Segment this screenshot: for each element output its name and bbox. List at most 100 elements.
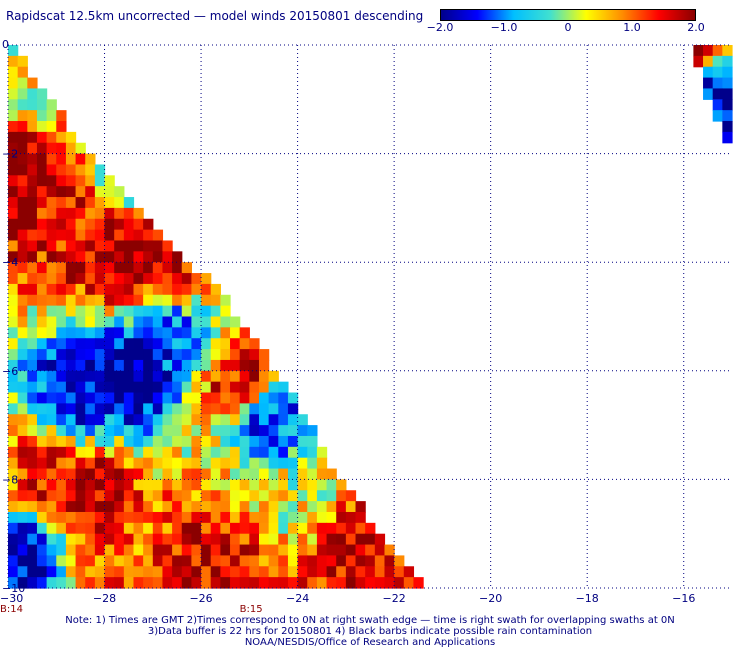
heatmap-cell [56, 381, 67, 394]
heatmap-cell [239, 468, 250, 480]
heatmap-cell [181, 414, 193, 426]
heatmap-cell [46, 566, 57, 578]
heatmap-cell [56, 186, 67, 198]
heatmap-cell [162, 327, 173, 339]
heatmap-cell [36, 153, 48, 166]
heatmap-cell [65, 414, 77, 426]
colorbar-tick: −1.0 [490, 21, 518, 34]
heatmap-cell [162, 283, 173, 296]
heatmap-cell [85, 359, 96, 372]
heatmap-cell [336, 501, 347, 513]
heatmap-cell [36, 294, 48, 307]
heatmap-cell [384, 544, 395, 557]
heatmap-cell [85, 349, 96, 361]
heatmap-cell [123, 511, 135, 524]
heatmap-cell [8, 555, 19, 567]
heatmap-cell [152, 425, 164, 437]
heatmap-cell [56, 110, 67, 122]
heatmap-cell [8, 218, 19, 231]
heatmap-cell [36, 142, 48, 155]
heatmap-cell [133, 262, 144, 274]
heatmap-cell [56, 544, 67, 557]
heatmap-cell [8, 99, 19, 111]
heatmap-cell [162, 457, 173, 470]
heatmap-cell [46, 273, 57, 285]
heatmap-cell [152, 403, 164, 415]
heatmap-cell [85, 229, 96, 242]
heatmap-cell [8, 359, 19, 372]
heatmap-cell [133, 544, 144, 557]
heatmap-cell [191, 533, 202, 546]
heatmap-cell [210, 349, 221, 361]
heatmap-cell [365, 577, 376, 589]
heatmap-cell [36, 175, 48, 187]
heatmap-cell [36, 349, 48, 361]
heatmap-cell [201, 381, 212, 394]
heatmap-cell [162, 359, 173, 372]
heatmap-cell [210, 457, 221, 470]
axis-ticks: −30 −28 −26 −24 −22 −20 −18 −16 0 −2 −4 −6 −8 −10 B:14… [0, 38, 695, 615]
heatmap-cell [162, 425, 173, 437]
heatmap-cell [17, 110, 28, 122]
heatmap-cell [27, 425, 38, 437]
swath-time-label: B:15 [240, 604, 263, 615]
heatmap-cell [143, 349, 154, 361]
heatmap-cell [114, 435, 125, 448]
heatmap-cell [191, 522, 202, 535]
heatmap-cell [123, 414, 135, 426]
heatmap-cell [85, 218, 96, 231]
heatmap-cell [239, 425, 250, 437]
heatmap-cell [27, 566, 38, 578]
heatmap-cell [94, 370, 106, 383]
heatmap-cell [316, 479, 328, 491]
heatmap-cell [123, 207, 135, 220]
heatmap-cell [85, 327, 96, 339]
heatmap-cell [114, 392, 125, 404]
heatmap-cell [8, 251, 19, 263]
heatmap-cell [46, 142, 57, 155]
heatmap-cell [307, 566, 318, 578]
heatmap-cell [36, 88, 48, 100]
heatmap-cell [345, 555, 357, 567]
heatmap-cell [104, 511, 115, 524]
heatmap-cell [181, 273, 193, 285]
heatmap-cell [297, 522, 308, 535]
heatmap-cell [220, 370, 231, 383]
heatmap-cell [27, 435, 38, 448]
heatmap-cell [56, 414, 67, 426]
heatmap-cell [191, 403, 202, 415]
heatmap-cell [8, 294, 19, 307]
heatmap-cell [123, 555, 135, 567]
heatmap-cell [152, 327, 164, 339]
heatmap-cell [46, 359, 57, 372]
heatmap-cell [172, 262, 183, 274]
heatmap-cell [278, 446, 289, 459]
heatmap-cell [152, 446, 164, 459]
x-tick-label: −18 [576, 592, 599, 605]
heatmap-cell [152, 229, 164, 242]
heatmap-cell [27, 131, 38, 144]
heatmap-cell [693, 45, 704, 57]
heatmap-cell [249, 555, 260, 567]
heatmap-cell [8, 414, 19, 426]
heatmap-cell [210, 544, 221, 557]
heatmap-cell [17, 77, 28, 90]
heatmap-cell [27, 207, 38, 220]
heatmap-cell [75, 349, 86, 361]
heatmap-cell [27, 88, 38, 100]
heatmap-cell [27, 533, 38, 546]
heatmap-cell [27, 142, 38, 155]
heatmap-cell [287, 577, 299, 589]
heatmap-cell [287, 501, 299, 513]
heatmap-cell [210, 479, 221, 491]
heatmap-cell [17, 566, 28, 578]
heatmap-cell [56, 501, 67, 513]
heatmap-cell [56, 175, 67, 187]
heatmap-cell [123, 446, 135, 459]
heatmap-cell [123, 457, 135, 470]
heatmap-cell [220, 522, 231, 535]
heatmap-cell [278, 566, 289, 578]
heatmap-cell [181, 294, 193, 307]
heatmap-cell [722, 131, 733, 144]
heatmap-cell [162, 479, 173, 491]
